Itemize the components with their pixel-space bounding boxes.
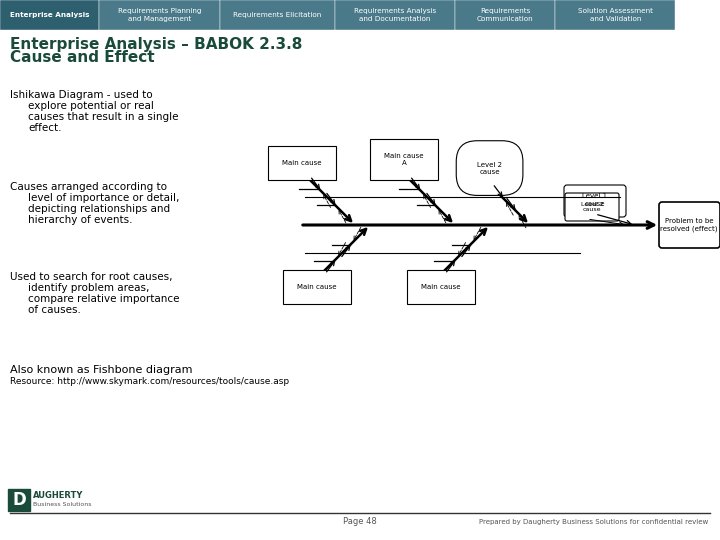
Text: causes that result in a single: causes that result in a single [28, 112, 179, 122]
Text: AUGHERTY: AUGHERTY [33, 491, 84, 501]
Text: Used to search for root causes,: Used to search for root causes, [10, 272, 173, 282]
Bar [555, 0, 675, 30]
Text: Requirements Elicitation: Requirements Elicitation [233, 12, 321, 18]
Bar [220, 0, 335, 30]
Text: Problem to be
resolved (effect): Problem to be resolved (effect) [660, 218, 718, 232]
Bar [335, 0, 455, 30]
Text: compare relative importance: compare relative importance [28, 294, 179, 304]
Text: Level 2
cause: Level 2 cause [477, 161, 502, 174]
Bar [99, 0, 220, 30]
FancyBboxPatch shape [564, 185, 626, 217]
Text: Level 2
cause: Level 2 cause [581, 201, 603, 212]
Bar [8, 489, 30, 511]
Text: Business Solutions: Business Solutions [33, 502, 91, 507]
Text: Resource: http://www.skymark.com/resources/tools/cause.asp: Resource: http://www.skymark.com/resourc… [10, 377, 289, 386]
Text: Main cause: Main cause [297, 284, 337, 290]
Text: Prepared by Daugherty Business Solutions for confidential review: Prepared by Daugherty Business Solutions… [479, 519, 708, 525]
Text: Ishikawa Diagram - used to: Ishikawa Diagram - used to [10, 90, 153, 100]
Bar [455, 0, 555, 30]
FancyBboxPatch shape [659, 202, 720, 248]
Text: depicting relationships and: depicting relationships and [28, 204, 170, 214]
Text: Solution Assessment
and Validation: Solution Assessment and Validation [577, 8, 653, 22]
Text: D: D [12, 491, 26, 509]
Text: Requirements
Communication: Requirements Communication [477, 8, 534, 22]
Text: Main cause: Main cause [421, 284, 461, 290]
Text: explore potential or real: explore potential or real [28, 101, 154, 111]
Text: Also known as Fishbone diagram: Also known as Fishbone diagram [10, 365, 192, 375]
Text: Enterprise Analysis – BABOK 2.3.8: Enterprise Analysis – BABOK 2.3.8 [10, 37, 302, 52]
Text: Main cause
A: Main cause A [384, 153, 424, 166]
Text: Level 1
cause: Level 1 cause [582, 193, 608, 206]
Text: effect.: effect. [28, 123, 61, 133]
Bar [0, 0, 99, 30]
Text: Enterprise Analysis: Enterprise Analysis [10, 12, 89, 18]
Text: identify problem areas,: identify problem areas, [28, 283, 149, 293]
Text: Causes arranged according to: Causes arranged according to [10, 182, 167, 192]
Text: level of importance or detail,: level of importance or detail, [28, 193, 179, 203]
Text: Cause and Effect: Cause and Effect [10, 50, 155, 65]
Text: hierarchy of events.: hierarchy of events. [28, 215, 132, 225]
Text: Requirements Planning
and Management: Requirements Planning and Management [118, 8, 201, 22]
Text: of causes.: of causes. [28, 305, 81, 315]
Text: Page 48: Page 48 [343, 517, 377, 526]
FancyBboxPatch shape [565, 193, 619, 221]
Text: Requirements Analysis
and Documentation: Requirements Analysis and Documentation [354, 8, 436, 22]
Text: Main cause: Main cause [282, 160, 322, 166]
